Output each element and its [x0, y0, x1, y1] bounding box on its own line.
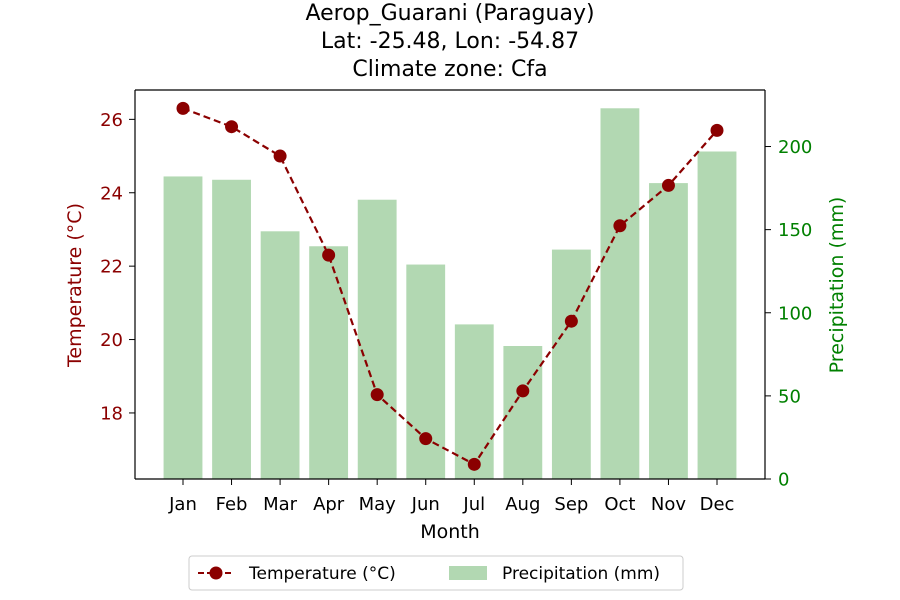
temperature-point-aug: [516, 384, 530, 398]
precipitation-bar-aug: [503, 346, 543, 479]
legend-precipitation-swatch: [449, 566, 487, 580]
temperature-point-jul: [467, 457, 481, 471]
precipitation-axis-label: Precipitation (mm): [826, 197, 848, 374]
precipitation-bar-jul: [454, 324, 494, 479]
precipitation-axis-ticks: 0 50 100 150 200: [765, 137, 812, 491]
month-tick-label-dec: Dec: [700, 494, 735, 515]
temperature-point-jun: [419, 432, 433, 446]
precipitation-bar-apr: [309, 246, 349, 479]
precipitation-bar-feb: [212, 179, 251, 479]
legend-temperature-label: Temperature (°C): [248, 564, 396, 584]
temperature-point-may: [370, 388, 384, 402]
month-tick-label-may: May: [359, 494, 397, 515]
temperature-tick-label: 26: [100, 110, 123, 131]
temperature-point-oct: [613, 219, 627, 233]
month-tick-label-apr: Apr: [313, 494, 345, 515]
month-tick-label-feb: Feb: [216, 494, 248, 515]
precipitation-bars: [163, 108, 737, 480]
temperature-point-jan: [176, 101, 190, 115]
precipitation-tick-label: 0: [778, 470, 789, 491]
month-tick-label-nov: Nov: [651, 494, 686, 515]
precipitation-bar-nov: [649, 183, 688, 480]
month-tick-label-aug: Aug: [505, 494, 540, 515]
month-tick-label-mar: Mar: [263, 494, 298, 515]
precipitation-tick-label: 150: [778, 220, 812, 241]
temperature-point-feb: [225, 120, 239, 134]
chart-title-line-2: Lat: -25.48, Lon: -54.87: [320, 29, 580, 54]
temperature-line: [182, 107, 718, 466]
temperature-tick-label: 22: [100, 257, 123, 278]
month-tick-label-oct: Oct: [604, 494, 635, 515]
temperature-point-sep: [564, 314, 578, 328]
temperature-tick-label: 24: [100, 183, 123, 204]
x-axis-label: Month: [420, 521, 480, 543]
temperature-tick-label: 20: [100, 330, 123, 351]
precipitation-bar-oct: [600, 108, 640, 480]
temperature-tick-label: 18: [100, 403, 123, 424]
precipitation-tick-label: 200: [778, 137, 812, 158]
precipitation-tick-label: 100: [778, 303, 812, 324]
chart-title-line-3: Climate zone: Cfa: [352, 57, 548, 82]
chart-title-line-1: Aerop_Guarani (Paraguay): [305, 1, 595, 26]
precipitation-bar-sep: [551, 249, 591, 479]
temperature-point-dec: [710, 123, 724, 137]
legend-temperature-marker: [209, 566, 223, 580]
month-tick-label-jun: Jun: [411, 494, 440, 515]
month-axis-ticks: Jan Feb Mar Apr May Jun Jul Aug Sep Oct Nov Dec: [168, 479, 734, 515]
precipitation-bar-dec: [697, 151, 737, 479]
temperature-point-apr: [322, 248, 336, 262]
precipitation-tick-label: 50: [778, 386, 801, 407]
precipitation-bar-mar: [260, 231, 300, 479]
legend-box: [188, 555, 684, 591]
temperature-series: [176, 101, 724, 471]
month-tick-label-jul: Jul: [462, 494, 485, 515]
legend-precipitation-label: Precipitation (mm): [502, 564, 660, 584]
precipitation-bar-jun: [406, 264, 446, 479]
temperature-point-mar: [273, 149, 287, 163]
temperature-point-nov: [661, 178, 675, 192]
month-tick-label-sep: Sep: [554, 494, 588, 515]
legend: Temperature (°C) Precipitation (mm): [188, 555, 684, 591]
precipitation-bar-may: [357, 199, 397, 479]
temperature-axis-label: Temperature (°C): [64, 203, 86, 368]
axes: [134, 89, 766, 480]
precipitation-bar-jan: [163, 176, 203, 479]
temperature-axis-ticks: 18 20 22 24 26: [100, 110, 135, 424]
month-tick-label-jan: Jan: [168, 494, 197, 515]
